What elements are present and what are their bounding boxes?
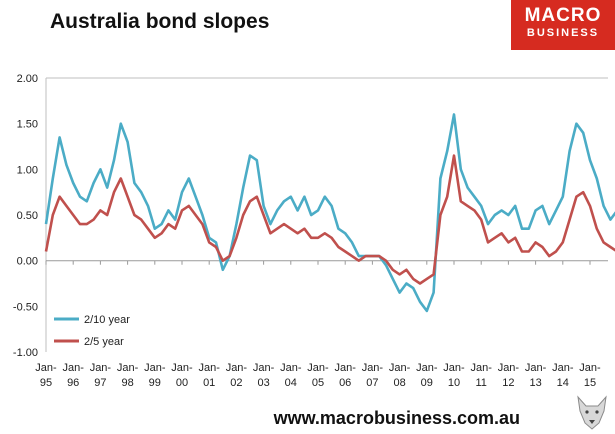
x-tick-label-bottom: 01 <box>203 377 215 389</box>
series-line-2-5-year <box>44 154 615 285</box>
x-tick-label-top: Jan- <box>443 362 465 374</box>
x-tick-label-bottom: 03 <box>257 377 269 389</box>
x-tick-label-bottom: 05 <box>312 377 324 389</box>
plot-area <box>46 78 608 352</box>
footer-url[interactable]: www.macrobusiness.com.au <box>273 408 520 428</box>
x-tick-label-bottom: 02 <box>230 377 242 389</box>
x-tick-label-bottom: 00 <box>176 377 188 389</box>
y-tick-label: -1.00 <box>13 347 38 359</box>
x-tick-label-bottom: 95 <box>40 377 52 389</box>
brand-logo-line1: MACRO <box>524 5 602 26</box>
x-tick-label-bottom: 14 <box>557 377 569 389</box>
x-tick-label-top: Jan- <box>90 362 112 374</box>
x-tick-label-bottom: 08 <box>393 377 405 389</box>
x-tick-label-bottom: 13 <box>529 377 541 389</box>
legend-label-2-10: 2/10 year <box>84 314 130 326</box>
x-tick-label-top: Jan- <box>62 362 84 374</box>
x-tick-label-bottom: 07 <box>366 377 378 389</box>
x-tick-label-bottom: 96 <box>67 377 79 389</box>
y-tick-label: 2.00 <box>17 73 38 85</box>
brand-logo[interactable]: MACRO BUSINESS <box>511 0 615 50</box>
x-tick-label-top: Jan- <box>334 362 356 374</box>
x-tick-label-bottom: 04 <box>285 377 297 389</box>
x-tick-label-top: Jan- <box>35 362 57 374</box>
x-tick-label-top: Jan- <box>498 362 520 374</box>
x-tick-label-top: Jan- <box>362 362 384 374</box>
x-tick-label-bottom: 09 <box>421 377 433 389</box>
x-tick-label-bottom: 12 <box>502 377 514 389</box>
x-tick-label-bottom: 10 <box>448 377 460 389</box>
y-tick-label: 0.00 <box>17 256 38 268</box>
x-tick-label-top: Jan- <box>253 362 275 374</box>
series-line-2-10-year <box>44 113 615 313</box>
legend-label-2-5: 2/5 year <box>84 336 124 348</box>
x-tick-label-bottom: 99 <box>149 377 161 389</box>
x-tick-label-bottom: 11 <box>475 377 486 389</box>
x-tick-label-top: Jan- <box>117 362 139 374</box>
brand-logo-line2: BUSINESS <box>526 27 600 39</box>
x-axis-ticks: Jan- 95 Jan- 96 Jan- 97 Jan- 98 Jan- 99 Jan- 00 Jan-… <box>35 260 601 389</box>
x-tick-label-top: Jan- <box>144 362 166 374</box>
x-tick-label-top: Jan- <box>552 362 574 374</box>
x-tick-label-top: Jan- <box>307 362 329 374</box>
y-tick-label: 1.50 <box>17 119 38 131</box>
x-tick-label-bottom: 06 <box>339 377 351 389</box>
x-tick-label-top: Jan- <box>579 362 601 374</box>
x-tick-label-top: Jan- <box>198 362 220 374</box>
y-axis-ticks: 2.00 1.50 1.00 0.50 0.00 -0.50 -1.00 <box>13 73 38 359</box>
x-tick-label-bottom: 97 <box>94 377 106 389</box>
series-lines <box>44 113 615 313</box>
x-tick-label-top: Jan- <box>171 362 193 374</box>
x-tick-label-top: Jan- <box>389 362 411 374</box>
x-tick-label-bottom: 98 <box>121 377 133 389</box>
x-tick-label-top: Jan- <box>226 362 248 374</box>
wolf-logo-icon <box>577 395 607 430</box>
chart-title: Australia bond slopes <box>50 10 270 33</box>
x-tick-label-top: Jan- <box>470 362 492 374</box>
y-tick-label: 0.50 <box>17 210 38 222</box>
legend: 2/10 year 2/5 year <box>54 314 130 348</box>
y-tick-label: -0.50 <box>13 301 38 313</box>
x-tick-label-top: Jan- <box>525 362 547 374</box>
x-tick-label-bottom: 15 <box>584 377 596 389</box>
x-tick-label-top: Jan- <box>416 362 438 374</box>
y-tick-label: 1.00 <box>17 164 38 176</box>
x-tick-label-top: Jan- <box>280 362 302 374</box>
